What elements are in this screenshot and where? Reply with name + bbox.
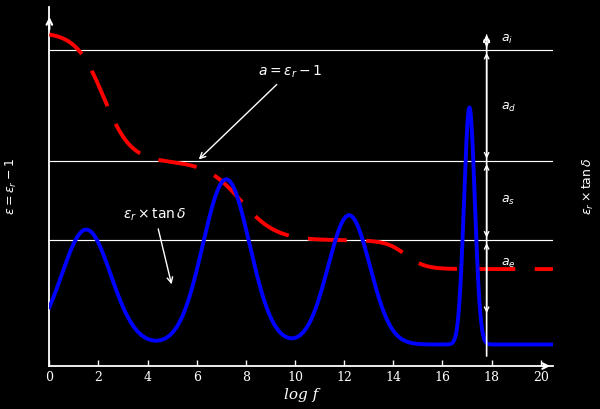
Text: $\varepsilon = \varepsilon_r - 1$: $\varepsilon = \varepsilon_r - 1$ xyxy=(4,158,19,215)
Text: $a_i$: $a_i$ xyxy=(502,33,514,46)
Text: $a_d$: $a_d$ xyxy=(502,101,517,114)
Text: $a_e$: $a_e$ xyxy=(502,257,516,270)
Text: $a_s$: $a_s$ xyxy=(502,194,515,207)
Text: $\varepsilon_r \times \tan\delta$: $\varepsilon_r \times \tan\delta$ xyxy=(581,158,596,215)
X-axis label: log f: log f xyxy=(284,388,318,402)
Text: $a = \varepsilon_r - 1$: $a = \varepsilon_r - 1$ xyxy=(200,63,322,158)
Text: $\varepsilon_r \times \tan\delta$: $\varepsilon_r \times \tan\delta$ xyxy=(123,207,187,283)
